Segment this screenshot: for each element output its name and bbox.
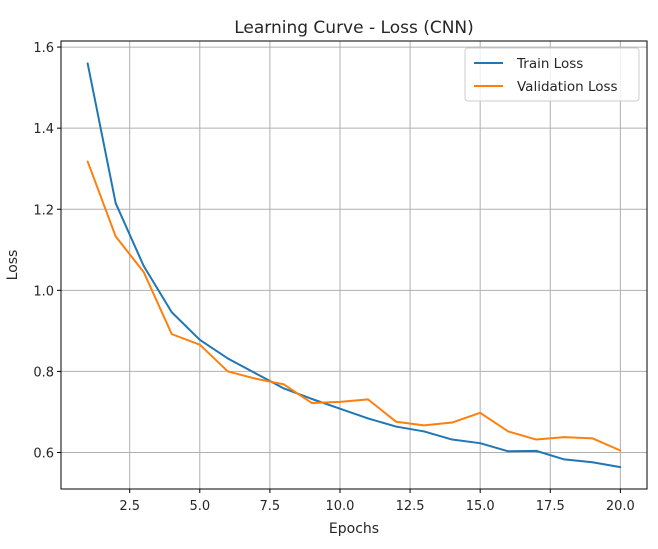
data-point <box>339 407 341 410</box>
data-point <box>591 437 594 440</box>
data-point <box>591 461 594 464</box>
data-point <box>507 450 510 453</box>
data-point <box>198 343 201 346</box>
data-point <box>283 383 285 386</box>
series-line <box>86 63 621 469</box>
legend-box <box>464 47 640 102</box>
data-point <box>423 430 425 433</box>
data-point <box>226 357 229 360</box>
y-tick-label: 0.6 <box>33 447 54 462</box>
x-tick-label: 12.5 <box>396 499 425 514</box>
data-point <box>114 235 117 238</box>
x-axis: 2.5 5.0 7.5 10.0 12.5 15.0 17.5 20.0 <box>119 489 635 514</box>
x-tick-label: 7.5 <box>260 499 281 514</box>
data-point <box>451 421 454 424</box>
data-point <box>283 387 285 390</box>
data-point <box>619 466 622 469</box>
data-point <box>114 202 117 205</box>
series-line <box>86 161 621 452</box>
series-train-loss <box>86 62 622 469</box>
data-point <box>198 338 201 341</box>
y-tick-label: 1.6 <box>33 41 54 56</box>
data-point <box>226 370 229 373</box>
data-point <box>451 438 454 441</box>
data-point <box>254 372 257 375</box>
legend: Train Loss Validation Loss <box>464 47 640 102</box>
data-point <box>254 377 257 380</box>
data-point <box>339 400 341 403</box>
series-validation-loss <box>86 160 622 452</box>
x-axis-label: Epochs <box>329 521 379 537</box>
data-point <box>619 449 622 452</box>
x-tick-label: 5.0 <box>189 499 210 514</box>
data-point <box>563 436 566 439</box>
data-point <box>367 398 369 401</box>
data-point <box>535 449 538 452</box>
y-axis: 0.6 0.8 1.0 1.2 1.4 1.6 <box>33 41 61 462</box>
legend-item: Validation Loss <box>474 79 618 95</box>
data-point <box>423 424 425 427</box>
data-point <box>86 160 89 163</box>
data-point <box>395 425 397 428</box>
data-point <box>479 442 482 445</box>
data-point <box>86 62 89 65</box>
legend-label: Validation Loss <box>517 79 618 95</box>
x-tick-label: 17.5 <box>536 499 565 514</box>
y-tick-label: 1.2 <box>33 203 54 218</box>
data-point <box>311 402 313 404</box>
y-axis-label: Loss <box>5 250 21 281</box>
data-point <box>170 333 173 336</box>
y-tick-label: 0.8 <box>33 365 54 380</box>
series-layer <box>86 62 622 469</box>
data-point <box>563 458 566 461</box>
y-tick-label: 1.4 <box>33 122 54 137</box>
data-point <box>507 430 510 433</box>
y-tick-label: 1.0 <box>33 284 54 299</box>
plot-frame <box>60 40 648 490</box>
x-tick-label: 2.5 <box>119 499 140 514</box>
x-tick-label: 15.0 <box>466 499 495 514</box>
x-tick-label: 20.0 <box>606 499 635 514</box>
grid <box>61 41 647 489</box>
data-point <box>142 265 145 267</box>
data-point <box>142 271 145 273</box>
legend-label: Train Loss <box>516 56 583 72</box>
data-point <box>367 417 369 420</box>
data-point <box>395 420 397 423</box>
chart-title: Learning Curve - Loss (CNN) <box>234 18 474 38</box>
data-point <box>311 398 313 400</box>
data-point <box>479 411 482 414</box>
data-point <box>170 311 173 314</box>
x-tick-label: 10.0 <box>326 499 355 514</box>
legend-item: Train Loss <box>474 56 583 72</box>
data-point <box>535 438 538 441</box>
